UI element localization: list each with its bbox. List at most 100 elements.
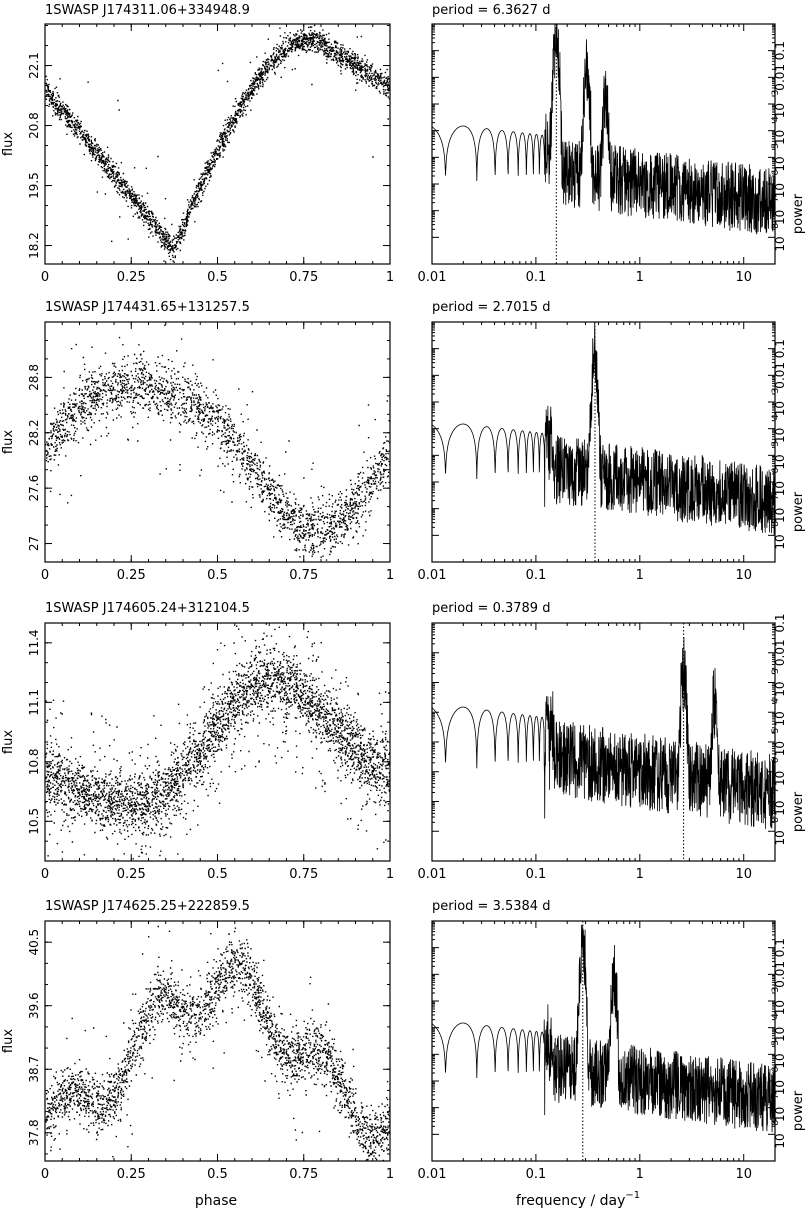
phase-tick-label: 0 bbox=[41, 568, 49, 583]
power-tick-exponent: −7 bbox=[771, 196, 781, 209]
frequency-tick-label: 1 bbox=[636, 568, 644, 583]
flux-tick-label: 27.6 bbox=[27, 475, 41, 502]
power-tick-label: 10−5 bbox=[771, 143, 787, 172]
power-tick-mantissa: 10 bbox=[773, 1053, 787, 1068]
flux-tick-label: 11.4 bbox=[27, 629, 41, 656]
power-tick-label: 0.1 bbox=[773, 938, 787, 957]
periodogram-curve bbox=[432, 924, 775, 1133]
periodogram-panel-3: period = 0.3789 d0.01 0.1 1 1010−810−710−61… bbox=[418, 601, 806, 882]
flux-tick-label: 11.1 bbox=[27, 689, 41, 716]
power-tick-exponent: −7 bbox=[771, 1093, 781, 1106]
power-tick-label: 10−8 bbox=[771, 223, 787, 252]
power-tick-mantissa: 10 bbox=[773, 183, 787, 198]
power-tick-label: 0.01 bbox=[773, 639, 787, 666]
power-tick-exponent: −6 bbox=[771, 757, 781, 771]
power-tick-exponent: −6 bbox=[771, 1066, 781, 1080]
power-tick-exponent: −6 bbox=[771, 467, 781, 481]
power-tick-mantissa: 10 bbox=[773, 801, 787, 816]
power-tick-exponent: −4 bbox=[771, 698, 781, 712]
frequency-tick-label: 0.01 bbox=[418, 867, 447, 882]
power-tick-label: 10−7 bbox=[771, 196, 787, 225]
flux-tick-label: 10.8 bbox=[27, 748, 41, 775]
periodogram-frame bbox=[431, 321, 776, 563]
power-tick-mantissa: 10 bbox=[773, 508, 787, 523]
power-tick-label: 10−8 bbox=[771, 521, 787, 550]
power-tick-label: 10−3 bbox=[771, 90, 787, 119]
lightcurve-points bbox=[45, 623, 390, 861]
power-tick-exponent: −3 bbox=[771, 668, 781, 681]
phase-tick-label: 0.25 bbox=[117, 568, 146, 583]
flux-tick-label: 19.5 bbox=[27, 172, 41, 199]
flux-axis-label: flux bbox=[1, 1029, 16, 1053]
power-tick-label: 10−6 bbox=[771, 757, 787, 786]
power-tick-mantissa: 10 bbox=[773, 1107, 787, 1122]
phase-tick-label: 0.25 bbox=[117, 270, 146, 285]
power-tick-label: 10−7 bbox=[771, 1093, 787, 1122]
power-tick-mantissa: 10 bbox=[773, 103, 787, 118]
flux-tick-label: 37.8 bbox=[27, 1119, 41, 1146]
power-tick-mantissa: 10 bbox=[773, 401, 787, 416]
phase-tick-label: 0.5 bbox=[207, 1167, 228, 1182]
frequency-tick-label: 1 bbox=[636, 1167, 644, 1182]
power-tick-mantissa: 10 bbox=[773, 741, 787, 756]
flux-tick-label: 28.2 bbox=[27, 419, 41, 446]
frequency-tick-label: 1 bbox=[636, 867, 644, 882]
lightcurve-panel-2: 1SWASP J174431.65+131257.5 27 27.6 28.2 28.8… bbox=[1, 300, 394, 583]
power-tick-mantissa: 10 bbox=[773, 534, 787, 549]
flux-axis-label: flux bbox=[1, 430, 16, 454]
power-tick-exponent: −3 bbox=[771, 987, 781, 1000]
power-tick-mantissa: 10 bbox=[773, 428, 787, 443]
flux-tick-label: 27 bbox=[27, 536, 41, 551]
power-tick-exponent: −8 bbox=[771, 223, 781, 237]
lightcurve-frame bbox=[44, 321, 391, 563]
phase-tick-label: 0.25 bbox=[117, 867, 146, 882]
periodogram-panel-1: period = 6.3627 d0.01 0.1 1 1010−810−710−61… bbox=[418, 3, 806, 285]
frequency-tick-label: 0.1 bbox=[526, 270, 547, 285]
power-tick-exponent: −8 bbox=[771, 817, 781, 831]
phase-tick-label: 0 bbox=[41, 867, 49, 882]
frequency-tick-label: 10 bbox=[735, 270, 752, 285]
phase-tick-label: 0.5 bbox=[207, 568, 228, 583]
power-tick-label: 10−4 bbox=[771, 414, 787, 443]
power-tick-label: 0.01 bbox=[773, 64, 787, 91]
frequency-x-label-sup: −1 bbox=[625, 1190, 640, 1201]
power-tick-mantissa: 10 bbox=[773, 1080, 787, 1095]
power-tick-mantissa: 10 bbox=[773, 830, 787, 845]
power-tick-exponent: −5 bbox=[771, 1040, 781, 1053]
phase-tick-label: 0.75 bbox=[289, 270, 318, 285]
power-axis-label: power bbox=[791, 193, 806, 234]
lightcurve-panel-3: 1SWASP J174605.24+312104.510.510.811.111… bbox=[1, 601, 394, 882]
power-tick-exponent: −8 bbox=[771, 1120, 781, 1134]
phase-x-label: phase bbox=[195, 1193, 237, 1209]
power-tick-label: 10−4 bbox=[771, 1013, 787, 1042]
periodogram-panel-2: period = 2.7015 d0.01 0.1 1 1010−810−710−61… bbox=[418, 300, 806, 583]
periodogram-frame bbox=[431, 23, 776, 265]
periodogram-curve bbox=[432, 322, 775, 535]
period-title: period = 0.3789 d bbox=[432, 601, 550, 616]
frequency-tick-label: 0.01 bbox=[418, 1167, 447, 1182]
power-tick-label: 10−5 bbox=[771, 441, 787, 470]
power-tick-label: 10−8 bbox=[771, 1120, 787, 1149]
phase-tick-label: 0.25 bbox=[117, 1167, 146, 1182]
lightcurve-title: 1SWASP J174605.24+312104.5 bbox=[45, 601, 250, 616]
lightcurve-title: 1SWASP J174311.06+334948.9 bbox=[45, 3, 250, 18]
lightcurve-title: 1SWASP J174625.25+222859.5 bbox=[45, 899, 250, 914]
phase-tick-label: 0.75 bbox=[289, 867, 318, 882]
power-tick-exponent: −4 bbox=[771, 1013, 781, 1027]
periodogram-panel-4: period = 3.5384 d0.01 0.1 1 1010−810−710−61… bbox=[418, 899, 806, 1182]
phase-tick-label: 1 bbox=[386, 568, 394, 583]
power-tick-label: 10−5 bbox=[771, 1040, 787, 1069]
frequency-tick-label: 0.1 bbox=[526, 568, 547, 583]
power-tick-label: 10−6 bbox=[771, 1066, 787, 1095]
power-tick-mantissa: 10 bbox=[773, 711, 787, 726]
phase-tick-label: 0 bbox=[41, 270, 49, 285]
power-axis-label: power bbox=[791, 1090, 806, 1131]
power-axis-label: power bbox=[791, 791, 806, 832]
frequency-tick-label: 10 bbox=[735, 568, 752, 583]
power-tick-mantissa: 10 bbox=[773, 210, 787, 225]
frequency-tick-label: 0.1 bbox=[526, 867, 547, 882]
flux-tick-label: 28.8 bbox=[27, 364, 41, 391]
power-tick-exponent: −3 bbox=[771, 388, 781, 401]
frequency-tick-label: 0.01 bbox=[418, 568, 447, 583]
flux-tick-label: 39.6 bbox=[27, 992, 41, 1019]
